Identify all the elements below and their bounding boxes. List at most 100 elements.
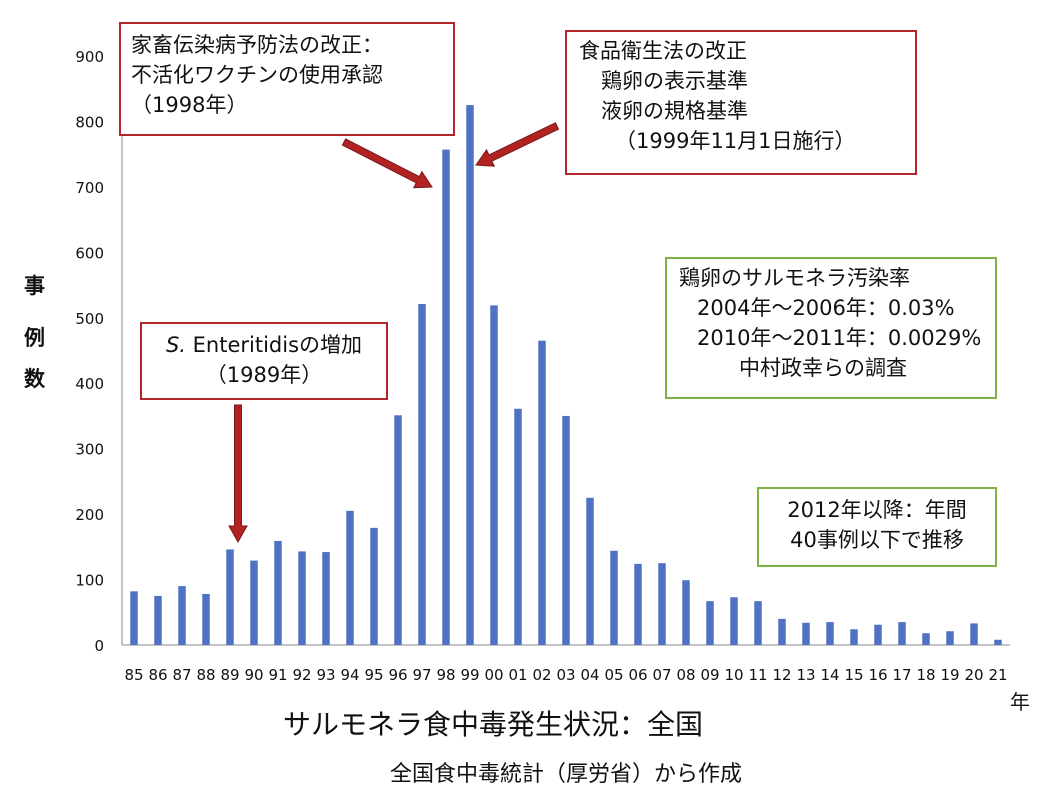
bar-98 xyxy=(442,149,450,645)
annotation-line: 2004年～2006年：0.03% xyxy=(697,296,955,320)
bar-10 xyxy=(730,597,738,645)
bar-14 xyxy=(826,622,834,645)
annotation-line: S. Enteritidisの増加 xyxy=(150,330,378,360)
bar-97 xyxy=(418,304,426,645)
x-tick-label: 13 xyxy=(796,666,815,684)
y-tick-label: 200 xyxy=(75,506,104,524)
bar-92 xyxy=(298,551,306,645)
annotation-line: 鶏卵の表示基準 xyxy=(601,69,748,93)
x-tick-label: 93 xyxy=(316,666,335,684)
y-axis-label-2: 例 xyxy=(24,326,45,350)
x-tick-label: 21 xyxy=(988,666,1007,684)
x-tick-label: 90 xyxy=(244,666,263,684)
bar-88 xyxy=(202,593,210,645)
annotation-line: （1998年） xyxy=(131,93,248,117)
arrow-to-1999 xyxy=(475,122,560,167)
x-tick-label: 87 xyxy=(172,666,191,684)
annotation-text: Enteritidisの増加 xyxy=(185,333,363,357)
bar-18 xyxy=(922,633,930,645)
bar-95 xyxy=(370,527,378,645)
bar-03 xyxy=(562,415,570,645)
y-tick-label: 0 xyxy=(94,637,104,655)
bar-01 xyxy=(514,408,522,645)
annotation-after-2012: 2012年以降：年間 40事例以下で推移 xyxy=(757,487,997,567)
x-tick-label: 16 xyxy=(868,666,887,684)
bar-20 xyxy=(970,623,978,645)
x-tick-label: 15 xyxy=(844,666,863,684)
bar-17 xyxy=(898,622,906,645)
annotation-egg-contamination: 鶏卵のサルモネラ汚染率 2004年～2006年：0.03% 2010年～2011… xyxy=(665,257,997,399)
chart-title: サルモネラ食中毒発生状況：全国 xyxy=(283,708,704,741)
x-tick-label: 20 xyxy=(964,666,983,684)
x-tick-label: 04 xyxy=(580,666,599,684)
annotation-line: （1999年11月1日施行） xyxy=(615,129,856,153)
x-tick-label: 07 xyxy=(652,666,671,684)
bar-16 xyxy=(874,624,882,645)
species-abbrev: S. xyxy=(165,333,186,357)
x-tick-label: 08 xyxy=(676,666,695,684)
x-tick-label: 96 xyxy=(388,666,407,684)
bar-13 xyxy=(802,622,810,645)
arrow-to-1989 xyxy=(228,404,248,544)
x-tick-label: 17 xyxy=(892,666,911,684)
bar-85 xyxy=(130,591,138,645)
bar-06 xyxy=(634,563,642,645)
annotation-line: 40事例以下で推移 xyxy=(790,528,964,552)
bar-89 xyxy=(226,549,234,645)
annotation-line: （1989年） xyxy=(205,363,323,387)
bar-09 xyxy=(706,601,714,645)
x-tick-label: 01 xyxy=(508,666,527,684)
x-tick-label: 91 xyxy=(268,666,287,684)
x-axis-unit: 年 xyxy=(1010,690,1030,714)
annotation-line: 家畜伝染病予防法の改正： xyxy=(131,33,383,57)
bar-93 xyxy=(322,552,330,645)
bar-86 xyxy=(154,595,162,645)
annotation-line: 不活化ワクチンの使用承認 xyxy=(131,63,383,87)
bar-94 xyxy=(346,510,354,645)
y-tick-label: 800 xyxy=(75,113,104,131)
annotation-food-sanitation-law: 食品衛生法の改正 鶏卵の表示基準 液卵の規格基準 （1999年11月1日施行） xyxy=(565,30,917,175)
bars xyxy=(130,105,1002,646)
x-tick-label: 88 xyxy=(196,666,215,684)
x-tick-label: 86 xyxy=(148,666,167,684)
annotation-line: 中村政幸らの調査 xyxy=(739,356,907,380)
x-tick-label: 85 xyxy=(124,666,143,684)
x-tick-label: 10 xyxy=(724,666,743,684)
annotation-line: 2010年～2011年：0.0029% xyxy=(697,326,982,350)
bar-19 xyxy=(946,631,954,645)
x-tick-label: 12 xyxy=(772,666,791,684)
x-tick-label: 95 xyxy=(364,666,383,684)
y-tick-label: 300 xyxy=(75,441,104,459)
bar-90 xyxy=(250,560,258,645)
bar-08 xyxy=(682,580,690,645)
annotation-arrows xyxy=(228,122,560,544)
bar-05 xyxy=(610,550,618,645)
x-tick-label: 97 xyxy=(412,666,431,684)
bar-02 xyxy=(538,340,546,645)
bar-21 xyxy=(994,639,1002,645)
x-tick-label: 03 xyxy=(556,666,575,684)
bar-07 xyxy=(658,563,666,645)
x-tick-label: 89 xyxy=(220,666,239,684)
bar-87 xyxy=(178,586,186,645)
annotation-enteritidis: S. Enteritidisの増加 （1989年） xyxy=(140,322,388,400)
x-axis: 85 86 87 88 89 90 91 92 93 94 95 96 97 98 99 00 01 02 03 04… xyxy=(124,666,1007,684)
x-tick-label: 06 xyxy=(628,666,647,684)
y-tick-label: 400 xyxy=(75,375,104,393)
x-tick-label: 14 xyxy=(820,666,839,684)
y-axis-label-1: 事 xyxy=(24,274,45,298)
annotation-line: 液卵の規格基準 xyxy=(601,99,748,123)
x-tick-label: 11 xyxy=(748,666,767,684)
annotation-livestock-law: 家畜伝染病予防法の改正： 不活化ワクチンの使用承認 （1998年） xyxy=(119,22,455,136)
bar-96 xyxy=(394,415,402,645)
chart-subtitle: 全国食中毒統計（厚労省）から作成 xyxy=(390,762,743,787)
bar-15 xyxy=(850,629,858,645)
y-axis: 0 100 200 300 400 500 600 700 800 900 xyxy=(75,48,1010,655)
bar-99 xyxy=(466,105,474,646)
x-tick-label: 18 xyxy=(916,666,935,684)
x-tick-label: 05 xyxy=(604,666,623,684)
x-tick-label: 02 xyxy=(532,666,551,684)
y-tick-label: 600 xyxy=(75,244,104,262)
bar-00 xyxy=(490,305,498,645)
